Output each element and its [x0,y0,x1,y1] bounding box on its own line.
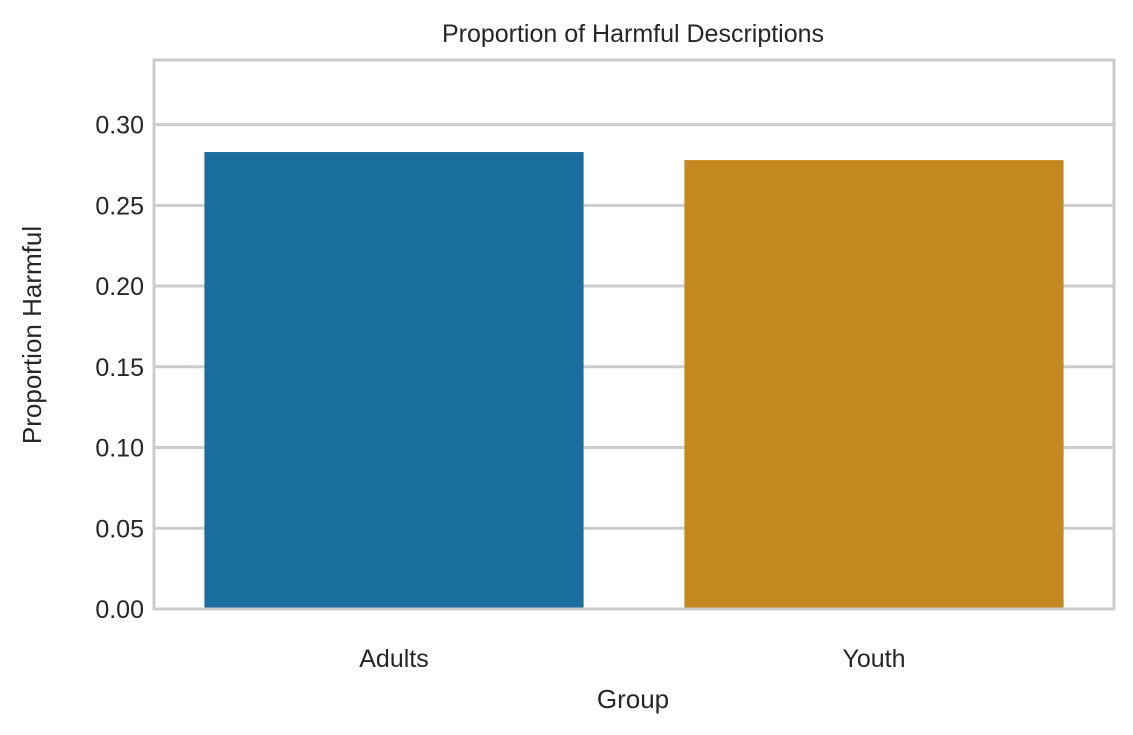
x-axis-title: Group [597,684,669,714]
y-tick-label: 0.30 [95,112,144,140]
bar-youth [684,160,1064,610]
x-tick-label: Adults [359,645,428,673]
x-tick-labels: Adults Youth [359,645,905,673]
chart-title: Proportion of Harmful Descriptions [442,20,824,48]
y-tick-label: 0.15 [95,354,144,382]
plot-frame [152,58,1116,611]
bars [204,152,1064,610]
x-tick-label: Youth [842,645,905,673]
y-tick-label: 0.05 [95,515,144,543]
y-tick-label: 0.20 [95,273,144,301]
y-tick-label: 0.00 [95,596,144,624]
y-tick-label: 0.25 [95,192,144,220]
y-tick-label: 0.10 [95,435,144,463]
y-tick-labels: 0.00 0.05 0.10 0.15 0.20 0.25 0.30 [95,112,144,624]
y-axis-title: Proportion Harmful [17,226,47,444]
bar-adults [204,152,584,609]
